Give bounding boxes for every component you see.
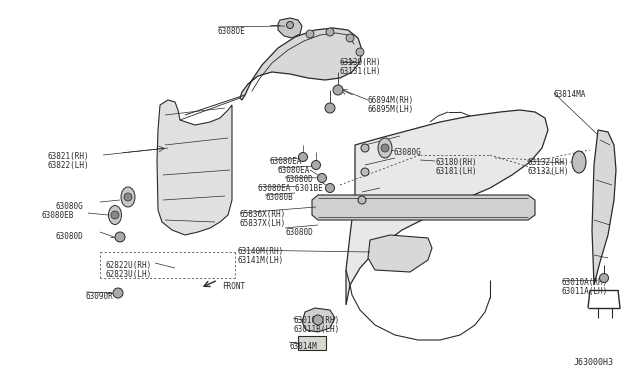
Circle shape — [325, 103, 335, 113]
Text: 66895M(LH): 66895M(LH) — [368, 105, 414, 114]
Polygon shape — [302, 308, 335, 332]
Bar — [298, 336, 326, 350]
Text: 63814M: 63814M — [289, 342, 317, 351]
Circle shape — [600, 273, 609, 282]
Circle shape — [298, 153, 307, 161]
Circle shape — [287, 22, 294, 29]
Polygon shape — [346, 110, 548, 305]
Text: 63080D: 63080D — [285, 175, 313, 184]
Text: 63140M(RH): 63140M(RH) — [238, 247, 284, 256]
Ellipse shape — [572, 151, 586, 173]
Text: 63080D: 63080D — [285, 228, 313, 237]
Text: 63080EA: 63080EA — [278, 166, 310, 175]
Text: 63080G: 63080G — [393, 148, 420, 157]
Text: 63011B(LH): 63011B(LH) — [293, 325, 339, 334]
Text: 62822U(RH): 62822U(RH) — [105, 261, 151, 270]
Text: 63130(RH): 63130(RH) — [340, 58, 381, 67]
Circle shape — [356, 48, 364, 56]
Text: 63080EB: 63080EB — [42, 211, 74, 220]
Circle shape — [381, 144, 389, 152]
Text: 63080B: 63080B — [265, 193, 292, 202]
Text: FRONT: FRONT — [222, 282, 245, 291]
Text: 63080EA 6301BE: 63080EA 6301BE — [258, 184, 323, 193]
Circle shape — [333, 85, 343, 95]
Text: 63181(LH): 63181(LH) — [435, 167, 477, 176]
Polygon shape — [368, 235, 432, 272]
Text: 66894M(RH): 66894M(RH) — [368, 96, 414, 105]
Text: 63131(LH): 63131(LH) — [340, 67, 381, 76]
Circle shape — [326, 183, 335, 192]
Text: 62823U(LH): 62823U(LH) — [105, 270, 151, 279]
Text: 63090R: 63090R — [86, 292, 114, 301]
Polygon shape — [278, 18, 302, 38]
Polygon shape — [157, 100, 232, 235]
Text: 63080EA: 63080EA — [270, 157, 302, 166]
Circle shape — [306, 30, 314, 38]
Circle shape — [115, 232, 125, 242]
Circle shape — [361, 168, 369, 176]
Text: 6308OE: 6308OE — [218, 27, 246, 36]
Circle shape — [124, 193, 132, 201]
Text: 63132(RH): 63132(RH) — [527, 158, 568, 167]
Polygon shape — [592, 130, 616, 285]
Polygon shape — [240, 28, 362, 100]
Polygon shape — [312, 195, 535, 220]
Circle shape — [317, 173, 326, 183]
Text: J63000H3: J63000H3 — [574, 358, 614, 367]
Text: 63011A(LH): 63011A(LH) — [562, 287, 608, 296]
Circle shape — [326, 28, 334, 36]
Text: 63814MA: 63814MA — [554, 90, 586, 99]
Circle shape — [313, 315, 323, 325]
Circle shape — [346, 34, 354, 42]
Text: 63180(RH): 63180(RH) — [435, 158, 477, 167]
Text: 63080D: 63080D — [55, 232, 83, 241]
Text: 63080G: 63080G — [55, 202, 83, 211]
Circle shape — [312, 160, 321, 170]
Text: 63010A(RH): 63010A(RH) — [562, 278, 608, 287]
Text: 65837X(LH): 65837X(LH) — [240, 219, 286, 228]
Text: 63822(LH): 63822(LH) — [47, 161, 88, 170]
Circle shape — [113, 288, 123, 298]
Text: 63821(RH): 63821(RH) — [47, 152, 88, 161]
Text: 63133(LH): 63133(LH) — [527, 167, 568, 176]
Circle shape — [358, 196, 366, 204]
Text: 65836X(RH): 65836X(RH) — [240, 210, 286, 219]
Ellipse shape — [109, 205, 122, 224]
Text: 63141M(LH): 63141M(LH) — [238, 256, 284, 265]
Circle shape — [111, 211, 119, 219]
Ellipse shape — [121, 187, 135, 207]
Ellipse shape — [378, 138, 392, 158]
Text: 63010B(RH): 63010B(RH) — [293, 316, 339, 325]
Circle shape — [361, 144, 369, 152]
